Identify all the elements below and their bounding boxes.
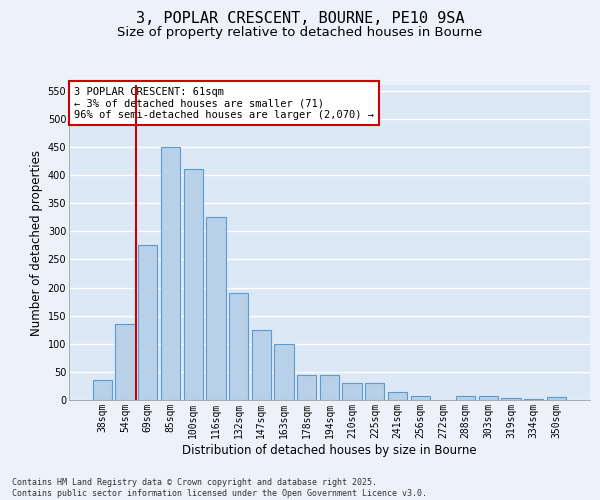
Y-axis label: Number of detached properties: Number of detached properties [31, 150, 43, 336]
Bar [251, 330, 271, 400]
Bar [229, 293, 248, 400]
Bar [479, 396, 498, 400]
Bar [456, 396, 475, 400]
Bar [365, 383, 385, 400]
Bar [502, 398, 521, 400]
Bar [524, 399, 544, 400]
Text: Size of property relative to detached houses in Bourne: Size of property relative to detached ho… [118, 26, 482, 39]
Bar [138, 246, 157, 400]
Bar [206, 217, 226, 400]
Bar [388, 392, 407, 400]
Bar [115, 324, 134, 400]
Bar [184, 170, 203, 400]
Text: 3, POPLAR CRESCENT, BOURNE, PE10 9SA: 3, POPLAR CRESCENT, BOURNE, PE10 9SA [136, 11, 464, 26]
Bar [343, 383, 362, 400]
Bar [410, 396, 430, 400]
Text: 3 POPLAR CRESCENT: 61sqm
← 3% of detached houses are smaller (71)
96% of semi-de: 3 POPLAR CRESCENT: 61sqm ← 3% of detache… [74, 86, 374, 120]
Bar [320, 374, 339, 400]
Bar [92, 380, 112, 400]
Bar [297, 374, 316, 400]
Bar [274, 344, 293, 400]
Bar [161, 147, 180, 400]
Bar [547, 396, 566, 400]
X-axis label: Distribution of detached houses by size in Bourne: Distribution of detached houses by size … [182, 444, 477, 456]
Text: Contains HM Land Registry data © Crown copyright and database right 2025.
Contai: Contains HM Land Registry data © Crown c… [12, 478, 427, 498]
